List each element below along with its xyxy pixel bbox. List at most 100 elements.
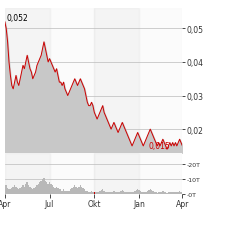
Bar bbox=[91, 191, 92, 194]
Bar bbox=[49, 182, 50, 194]
Bar bbox=[68, 191, 70, 194]
Bar bbox=[53, 187, 54, 194]
Bar bbox=[145, 192, 147, 194]
Bar bbox=[50, 184, 52, 194]
Bar bbox=[112, 192, 113, 194]
Bar bbox=[120, 191, 122, 194]
Bar bbox=[36, 185, 38, 194]
Bar bbox=[176, 193, 178, 194]
Bar bbox=[22, 185, 24, 194]
Bar bbox=[94, 153, 139, 194]
Bar bbox=[33, 188, 35, 194]
Bar bbox=[7, 188, 8, 194]
Bar bbox=[75, 187, 77, 194]
Bar bbox=[156, 193, 158, 194]
Bar bbox=[94, 9, 139, 153]
Bar bbox=[163, 192, 165, 194]
Bar bbox=[124, 192, 126, 194]
Bar bbox=[63, 190, 64, 194]
Bar bbox=[25, 184, 26, 194]
Bar bbox=[105, 192, 106, 194]
Bar bbox=[109, 193, 110, 194]
Bar bbox=[148, 190, 150, 194]
Bar bbox=[152, 191, 154, 194]
Bar bbox=[155, 193, 156, 194]
Bar bbox=[108, 193, 109, 194]
Bar bbox=[134, 191, 136, 194]
Bar bbox=[6, 185, 7, 194]
Text: 0,015: 0,015 bbox=[149, 142, 171, 151]
Bar bbox=[84, 190, 85, 194]
Bar bbox=[59, 190, 60, 194]
Bar bbox=[161, 192, 162, 194]
Bar bbox=[80, 185, 81, 194]
Bar bbox=[102, 190, 103, 194]
Bar bbox=[78, 187, 80, 194]
Bar bbox=[159, 193, 161, 194]
Bar bbox=[10, 189, 11, 194]
Bar bbox=[4, 168, 6, 194]
Bar bbox=[133, 192, 134, 194]
Bar bbox=[165, 193, 166, 194]
Bar bbox=[131, 193, 133, 194]
Bar bbox=[17, 188, 18, 194]
Bar bbox=[169, 192, 170, 194]
Bar bbox=[136, 190, 137, 194]
Bar bbox=[130, 193, 131, 194]
Bar bbox=[154, 192, 155, 194]
Bar bbox=[139, 9, 182, 153]
Bar bbox=[60, 190, 61, 194]
Bar bbox=[81, 187, 82, 194]
Bar bbox=[26, 182, 28, 194]
Bar bbox=[180, 192, 182, 194]
Bar bbox=[139, 153, 182, 194]
Bar bbox=[140, 191, 141, 194]
Bar bbox=[82, 188, 84, 194]
Bar bbox=[15, 187, 17, 194]
Bar bbox=[14, 185, 15, 194]
Bar bbox=[24, 187, 25, 194]
Bar bbox=[95, 193, 96, 194]
Bar bbox=[158, 193, 159, 194]
Bar bbox=[41, 181, 42, 194]
Bar bbox=[18, 190, 19, 194]
Bar bbox=[147, 191, 148, 194]
Bar bbox=[103, 191, 105, 194]
Bar bbox=[151, 190, 152, 194]
Bar bbox=[117, 193, 119, 194]
Bar bbox=[141, 192, 143, 194]
Bar bbox=[73, 187, 74, 194]
Bar bbox=[38, 184, 39, 194]
Bar bbox=[48, 184, 49, 194]
Bar bbox=[110, 193, 112, 194]
Bar bbox=[77, 188, 78, 194]
Bar bbox=[90, 192, 91, 194]
Bar bbox=[114, 192, 116, 194]
Bar bbox=[162, 191, 163, 194]
Bar bbox=[56, 187, 57, 194]
Bar bbox=[127, 193, 129, 194]
Bar bbox=[21, 187, 22, 194]
Bar bbox=[129, 193, 130, 194]
Bar bbox=[150, 190, 151, 194]
Bar bbox=[19, 188, 21, 194]
Bar bbox=[5, 9, 49, 153]
Bar bbox=[123, 191, 124, 194]
Bar bbox=[144, 193, 145, 194]
Bar bbox=[11, 188, 12, 194]
Bar bbox=[173, 193, 175, 194]
Bar bbox=[99, 191, 101, 194]
Bar bbox=[29, 187, 31, 194]
Bar bbox=[87, 191, 88, 194]
Bar bbox=[175, 192, 176, 194]
Bar bbox=[106, 193, 108, 194]
Bar bbox=[101, 190, 102, 194]
Bar bbox=[94, 192, 95, 194]
Bar bbox=[64, 191, 66, 194]
Bar bbox=[28, 185, 29, 194]
Bar bbox=[31, 188, 32, 194]
Bar bbox=[8, 190, 10, 194]
Bar bbox=[92, 192, 94, 194]
Bar bbox=[45, 181, 46, 194]
Bar bbox=[178, 192, 179, 194]
